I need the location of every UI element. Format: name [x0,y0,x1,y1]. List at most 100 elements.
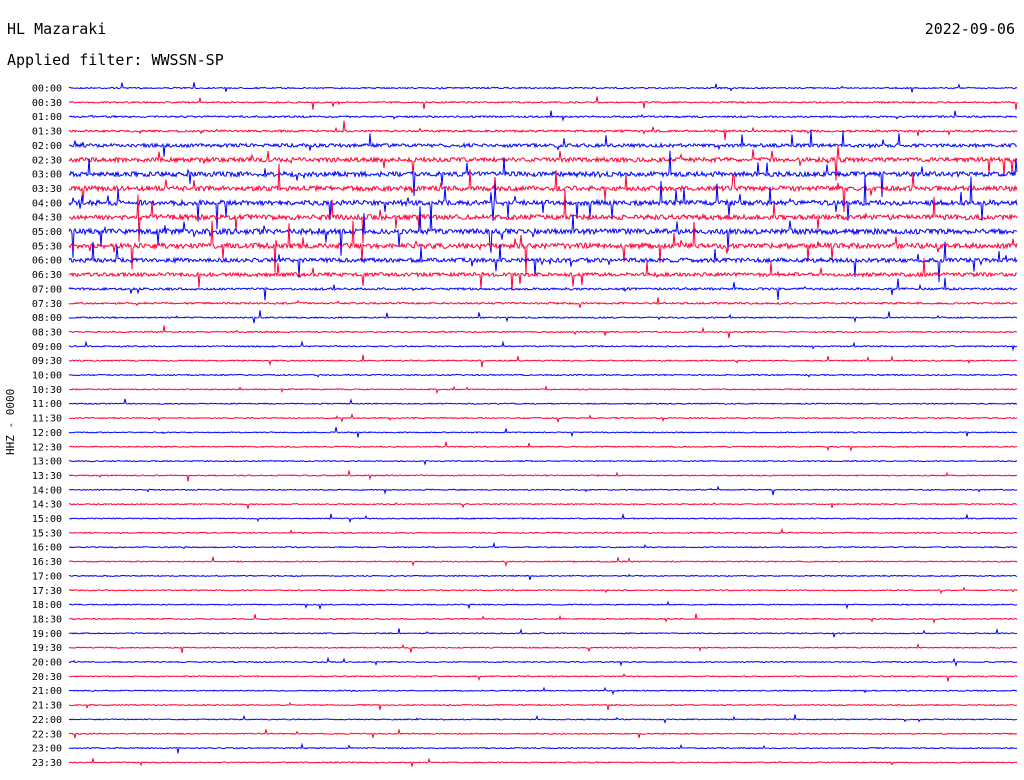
trace-row [68,656,1018,667]
trace-row [68,502,1017,509]
row-label: 04:30 [32,213,62,224]
trace-row [68,277,1018,301]
trace-row [68,163,1018,213]
trace-row [68,673,1018,682]
trace-row [68,556,1018,568]
row-label: 05:00 [32,227,62,238]
trace-row [68,150,1018,198]
trace-row [69,96,1018,110]
trace-row [68,485,1018,496]
row-label: 07:30 [32,299,62,310]
row-label: 12:00 [32,428,62,439]
row-label: 10:00 [32,371,62,382]
row-label: 19:00 [32,629,62,640]
row-label: 01:30 [32,127,62,138]
trace-row [68,728,1018,739]
row-label: 03:30 [32,184,62,195]
row-label: 06:30 [32,270,62,281]
row-label: 03:00 [32,170,62,181]
trace-row [68,701,1018,711]
trace-row [68,189,1018,244]
row-label: 23:30 [32,758,62,769]
row-label: 14:00 [32,485,62,496]
trace-row [68,354,1017,368]
trace-row [68,129,1018,157]
trace-row [68,120,1018,140]
row-label: 17:00 [32,571,62,582]
row-label: 00:30 [32,98,62,109]
row-label: 14:30 [32,500,62,511]
row-label: 13:30 [32,471,62,482]
row-label: 15:30 [32,528,62,539]
trace-row [68,459,1018,466]
trace-row [68,325,1018,339]
row-label: 01:00 [32,112,62,123]
station-name: HL Mazaraki [7,20,107,38]
row-label: 20:30 [32,672,62,683]
trace-row [68,82,1018,93]
trace-row [68,175,1018,230]
row-label: 08:00 [32,313,62,324]
row-label: 19:30 [32,643,62,654]
trace-row [68,340,1018,352]
trace-row [68,297,1018,308]
row-label: 16:00 [32,543,62,554]
row-label: 15:00 [32,514,62,525]
trace-row [68,586,1018,595]
trace-row [69,642,1017,653]
trace-row [68,412,1018,423]
row-label: 02:00 [32,141,62,152]
record-date: 2022-09-06 [924,20,1015,38]
trace-row [69,373,1018,378]
trace-row [68,541,1018,550]
trace-row [68,627,1018,638]
row-label: 12:30 [32,442,62,453]
trace-row [68,206,1018,258]
row-label: 17:30 [32,586,62,597]
row-label: 04:00 [32,198,62,209]
trace-row [68,742,1018,754]
trace-row [69,613,1018,624]
row-label: 11:00 [32,399,62,410]
row-label: 20:00 [32,658,62,669]
row-label: 18:30 [32,614,62,625]
row-label: 16:30 [32,557,62,568]
row-label: 09:30 [32,356,62,367]
trace-row [68,241,1018,283]
trace-row [68,686,1018,696]
row-label: 07:00 [32,284,62,295]
row-label: 10:30 [32,385,62,396]
trace-row [68,310,1018,324]
trace-row [68,714,1018,724]
trace-row [68,110,1017,122]
trace-row [68,258,1018,291]
row-label: 11:30 [32,414,62,425]
row-label: 23:00 [32,744,62,755]
row-label: 22:00 [32,715,62,726]
row-label: 09:00 [32,342,62,353]
row-labels: 00:00 00:30 01:00 01:30 02:00 02:30 03:00 03:30… [32,84,62,769]
row-label: 21:00 [32,686,62,697]
row-label: 06:00 [32,256,62,267]
seismic-traces [68,82,1018,767]
trace-row [68,145,1018,181]
row-label: 13:00 [32,457,62,468]
row-label: 02:30 [32,155,62,166]
trace-row [68,385,1018,395]
row-label: 21:30 [32,701,62,712]
row-label: 08:30 [32,327,62,338]
trace-row [68,427,1018,438]
row-label: 18:00 [32,600,62,611]
trace-row [68,470,1018,482]
trace-row [68,441,1018,452]
trace-row [68,600,1018,610]
row-label: 22:30 [32,729,62,740]
trace-row [68,512,1018,524]
row-label: 00:00 [32,84,62,95]
trace-row [68,220,1018,275]
trace-row [68,398,1018,405]
row-label: 05:30 [32,241,62,252]
trace-row [68,527,1018,535]
applied-filter-label: Applied filter: WWSSN-SP [7,51,224,69]
